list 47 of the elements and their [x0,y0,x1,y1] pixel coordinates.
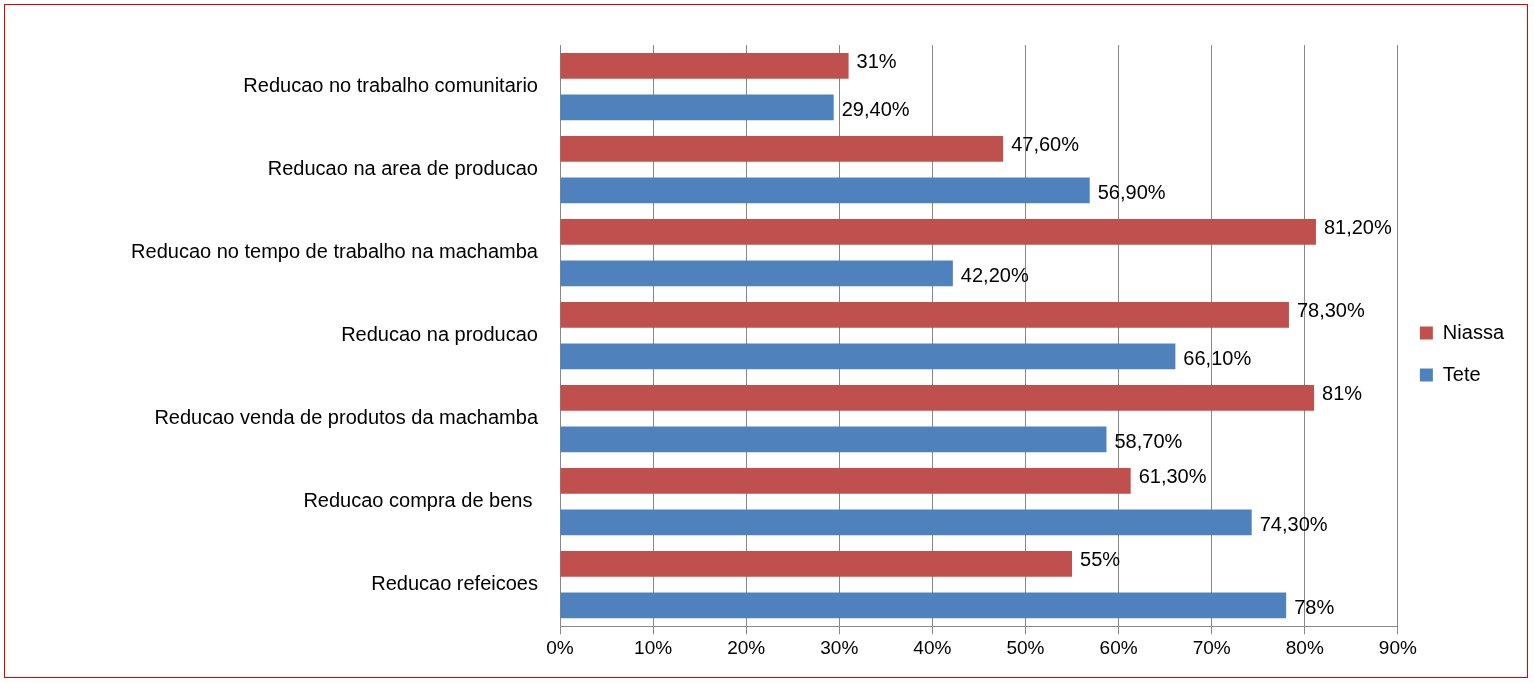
y-tick-label: Reducao na area de producao [267,157,538,180]
x-tick-label: 20% [727,636,766,658]
y-tick-label: Reducao venda de produtos da machamba [154,406,539,429]
data-label: 29,40% [841,97,910,120]
bar [560,343,1176,370]
x-tick-label: 0% [546,636,574,658]
bar [560,218,1316,245]
bar [560,509,1252,536]
x-tick-label: 80% [1285,636,1324,658]
bar [560,551,1073,577]
data-label: 78% [1294,595,1335,618]
data-label: 42,20% [960,263,1029,286]
data-label: 31% [856,50,897,73]
x-tick-label: 50% [1006,636,1045,658]
x-tick-label: 70% [1192,636,1231,658]
y-tick-label: Reducao refeicoes [371,572,538,595]
data-label: 55% [1080,548,1121,571]
y-tick-label: Reducao na producao [341,323,538,346]
y-tick-label: Reducao no tempo de trabalho na machamba [131,240,539,263]
bar [560,94,834,121]
data-label: 47,60% [1011,133,1080,156]
data-label: 81% [1322,382,1363,405]
y-tick-label: Reducao no trabalho comunitario [243,74,538,97]
data-label: 61,30% [1138,465,1207,488]
data-label: 74,30% [1259,512,1328,535]
x-tick-label: 30% [820,636,859,658]
bar [560,52,849,79]
legend-label: Tete [1442,362,1481,385]
data-label: 58,70% [1114,429,1183,452]
bar [560,468,1131,494]
data-label: 56,90% [1097,180,1166,203]
bar [560,301,1289,328]
bar [560,592,1287,619]
bar [560,177,1090,204]
data-label: 81,20% [1323,216,1392,239]
x-tick-label: 90% [1378,636,1417,658]
x-tick-label: 10% [634,636,673,658]
x-tick-label: 60% [1099,636,1138,658]
bar [560,260,953,287]
bar [560,135,1004,162]
x-tick-label: 40% [913,636,952,658]
legend-label: Niassa [1442,320,1505,343]
bar [560,385,1315,411]
y-tick-label: Reducao compra de bens [303,489,538,512]
data-label: 66,10% [1183,346,1252,369]
bar [560,426,1107,453]
data-label: 78,30% [1296,299,1365,322]
